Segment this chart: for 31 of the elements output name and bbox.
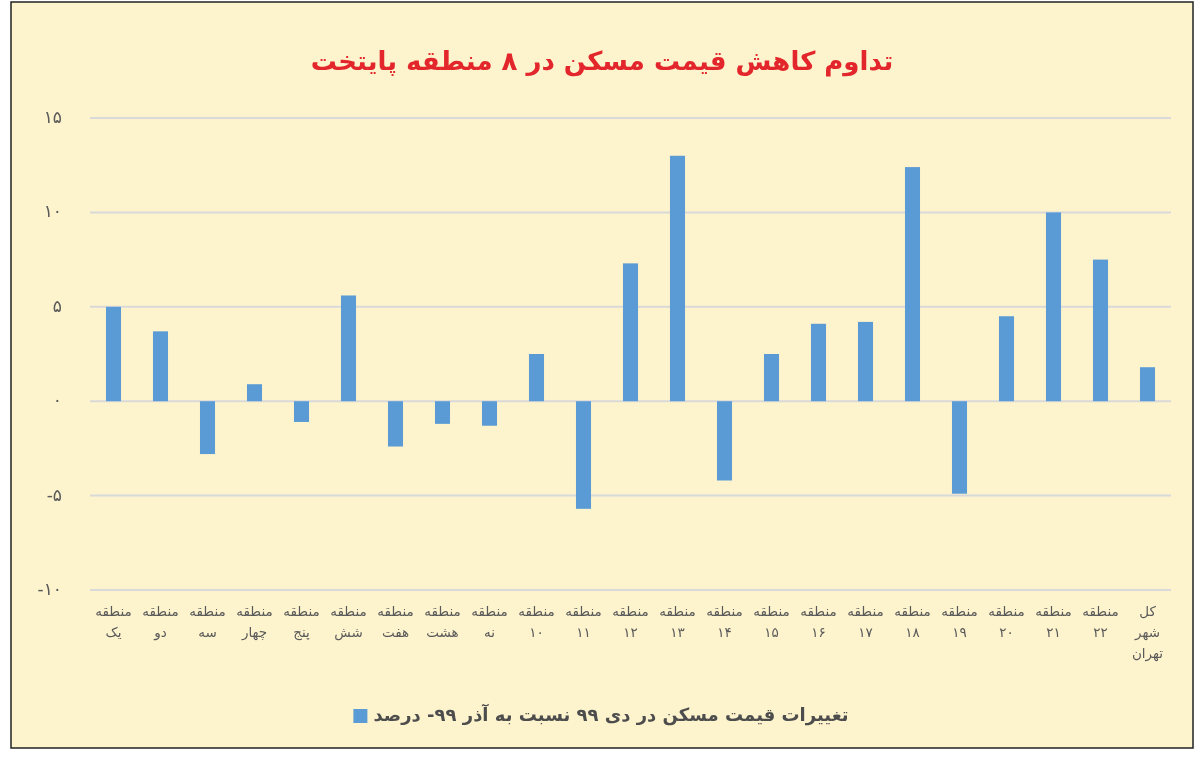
y-tick-label: -۵	[46, 484, 62, 505]
x-tick-label: منطقه یک	[95, 603, 132, 640]
x-tick-label: منطقه ۱۷	[847, 603, 884, 640]
x-tick-label: منطقه شش	[330, 603, 367, 640]
x-tick-label: منطقه هشت	[424, 603, 461, 640]
x-tick-label: منطقه ۱۸	[894, 603, 931, 640]
x-tick-label: منطقه ۱۴	[706, 603, 743, 640]
x-tick-label: منطقه ۲۱	[1035, 603, 1072, 640]
x-tick-label: منطقه دو	[142, 603, 179, 640]
x-tick-label: منطقه ۲۰	[988, 603, 1025, 640]
y-tick-label: ۰	[52, 390, 62, 411]
x-tick-label: منطقه ۱۳	[659, 603, 696, 640]
x-tick-label: منطقه ۱۱	[565, 603, 602, 640]
x-tick-label: منطقه چهار	[236, 603, 273, 640]
x-tick-label: منطقه سه	[189, 603, 226, 640]
x-tick-label: منطقه ۱۹	[941, 603, 978, 640]
x-tick-label: منطقه نه	[471, 603, 508, 640]
y-tick-label: -۱۰	[37, 579, 62, 599]
x-tick-label: منطقه ۱۵	[753, 603, 790, 640]
y-tick-label: ۵	[52, 295, 62, 316]
x-tick-label: منطقه ۲۲	[1082, 603, 1119, 640]
x-tick-label: منطقه ۱۲	[612, 603, 649, 640]
legend-label: تغییرات قیمت مسکن در دی ۹۹ نسبت به آذر ۹۹- درصد	[373, 704, 849, 725]
y-tick-label: ۱۰	[43, 201, 62, 222]
x-tick-label: کل شهر تهران	[1131, 603, 1164, 661]
x-tick-label: منطقه ۱۰	[518, 603, 555, 640]
x-tick-label: منطقه پنج	[283, 603, 320, 640]
x-tick-label: منطقه ۱۶	[800, 603, 837, 640]
x-tick-label: منطقه هفت	[377, 603, 414, 640]
title: تداوم کاهش قیمت مسکن در ۸ منطقه پایتخت	[310, 46, 894, 76]
y-tick-label: ۱۵	[43, 107, 62, 127]
